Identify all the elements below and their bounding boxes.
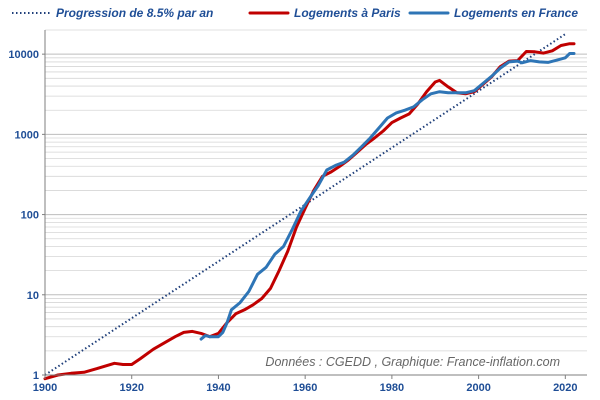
legend-label: Progression de 8.5% par an xyxy=(56,6,213,20)
y-tick-label: 10000 xyxy=(8,49,39,61)
legend-label: Logements en France xyxy=(454,6,578,20)
axes: 1 10 100 1000 10000 1900 1920 1940 1960 1980 2000 2… xyxy=(8,30,587,394)
legend-label: Logements à Paris xyxy=(294,6,401,20)
y-tick-label: 1 xyxy=(33,370,39,382)
france-line xyxy=(199,52,576,341)
x-tick-label: 1900 xyxy=(33,382,57,394)
legend: Progression de 8.5% par an Logements à Pa… xyxy=(12,6,578,20)
series-lines xyxy=(43,33,576,381)
grid-lines xyxy=(45,29,587,376)
x-tick-label: 1980 xyxy=(380,382,404,394)
source-credit: Données : CGEDD , Graphique: France-infl… xyxy=(265,355,560,369)
x-tick-label: 2020 xyxy=(553,382,577,394)
x-tick-label: 1960 xyxy=(293,382,317,394)
x-tick-label: 2000 xyxy=(466,382,490,394)
paris-line xyxy=(43,42,576,381)
y-tick-label: 10 xyxy=(27,290,39,302)
y-tick-label: 100 xyxy=(21,210,39,222)
y-tick-label: 1000 xyxy=(15,129,39,141)
x-tick-label: 1920 xyxy=(119,382,143,394)
x-tick-label: 1940 xyxy=(206,382,230,394)
